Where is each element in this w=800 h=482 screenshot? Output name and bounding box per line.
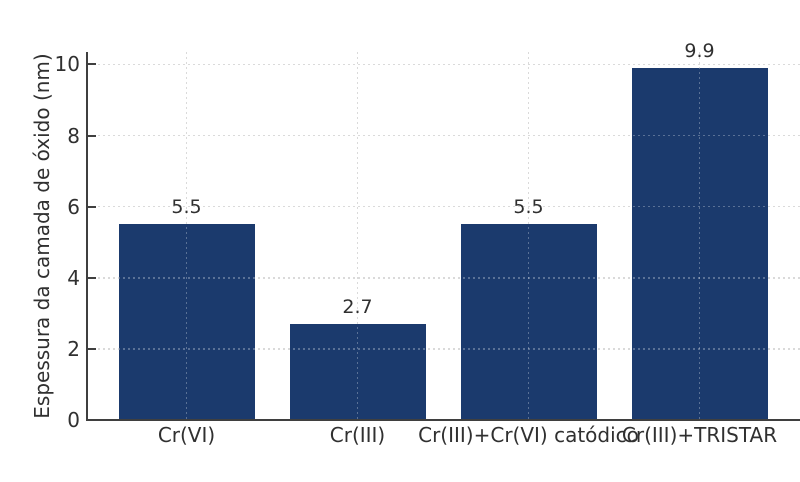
y-tick-label: 10	[54, 52, 80, 77]
v-gridline-overlay	[698, 52, 701, 420]
plot-area: 5.5 2.7 5.5 9.9	[88, 40, 800, 421]
v-gridline-overlay	[356, 52, 359, 420]
y-tick-mark	[88, 134, 96, 137]
bar-3	[460, 224, 597, 420]
h-gridline	[88, 348, 800, 350]
x-tick-label: Cr(VI)	[157, 423, 216, 447]
x-tick-label: Cr(III)	[329, 423, 386, 447]
bar-4	[631, 68, 768, 420]
x-tick-label: Cr(III)+TRISTAR	[621, 423, 778, 447]
y-tick-label: 6	[67, 194, 80, 219]
h-gridline-overlay	[88, 205, 800, 208]
v-gridline	[356, 52, 359, 420]
h-gridline-overlay	[88, 63, 800, 66]
x-tick-label: Cr(III)+Cr(VI) catódico	[418, 423, 639, 447]
y-tick-mark	[88, 63, 96, 66]
v-gridline-overlay	[527, 52, 530, 420]
bar-value-label: 5.5	[513, 196, 544, 219]
h-gridline	[88, 134, 800, 137]
bar-1	[118, 224, 255, 420]
y-tick-mark	[88, 276, 96, 279]
y-axis-title: Espessura da camada de óxido (nm)	[30, 53, 54, 419]
h-gridline-overlay	[88, 134, 800, 137]
v-gridline-overlay	[185, 52, 188, 420]
h-gridline	[88, 63, 800, 66]
y-tick-label: 8	[67, 123, 80, 148]
y-tick-mark	[88, 205, 96, 208]
y-axis-spine	[86, 52, 88, 421]
h-gridline	[88, 277, 800, 279]
h-gridline-overlay	[88, 277, 800, 279]
y-tick-label: 0	[67, 408, 80, 432]
y-tick-label: 2	[67, 336, 80, 361]
bar-value-label: 2.7	[342, 296, 373, 318]
h-gridline-overlay	[88, 348, 800, 350]
x-axis-spine	[86, 419, 800, 421]
bar-2	[289, 324, 426, 420]
bar-value-label: 5.5	[171, 196, 202, 219]
bar-value-label: 9.9	[684, 40, 715, 62]
y-tick-label: 4	[67, 265, 80, 290]
h-gridline	[88, 205, 800, 208]
y-tick-mark	[88, 347, 96, 350]
